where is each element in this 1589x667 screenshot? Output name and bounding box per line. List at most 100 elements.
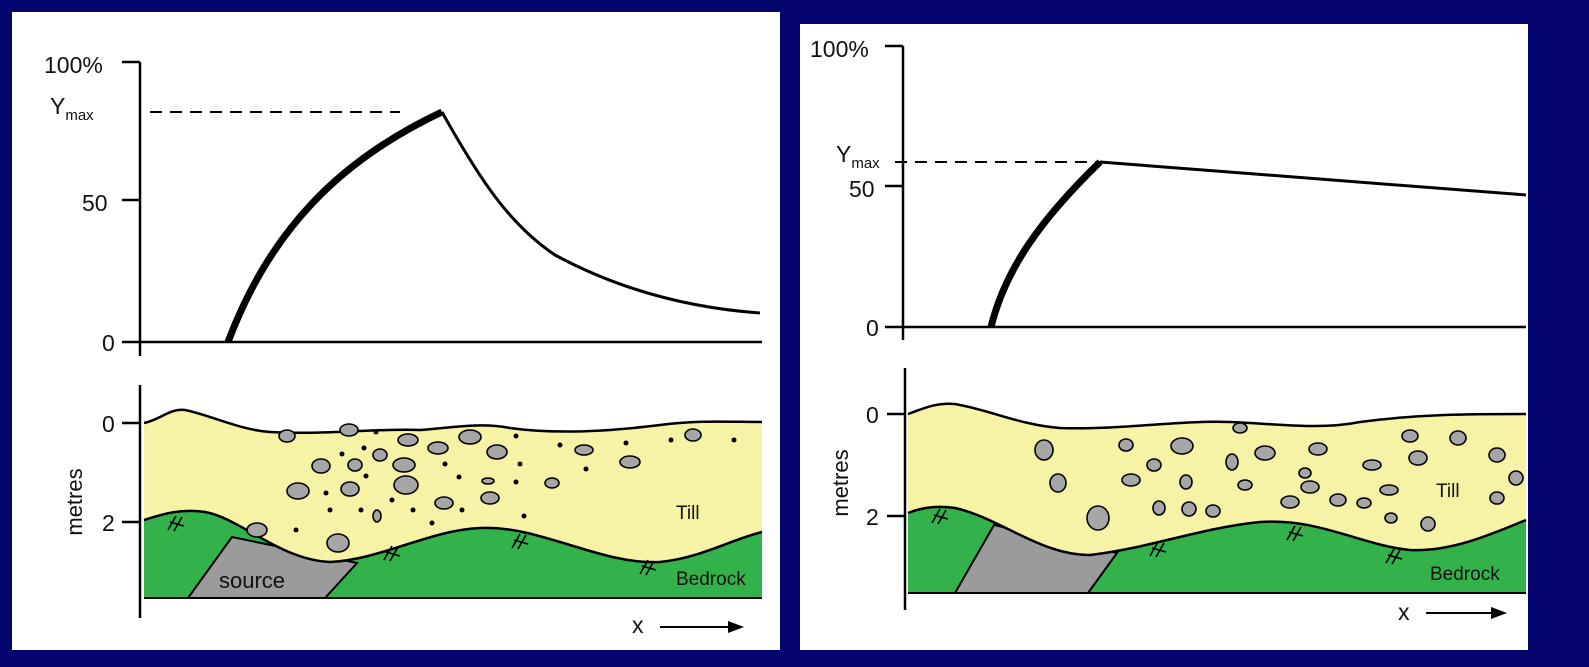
clast bbox=[1401, 429, 1419, 443]
pebble bbox=[513, 479, 519, 485]
clast bbox=[480, 491, 500, 505]
clast bbox=[544, 477, 560, 489]
pebble bbox=[731, 437, 737, 443]
right-panel: 100% 50 0 Ymax 0 2 metres bbox=[800, 24, 1528, 650]
left-clasts bbox=[246, 423, 702, 553]
clast bbox=[1121, 473, 1141, 487]
clast bbox=[1379, 484, 1399, 496]
clast bbox=[1408, 450, 1428, 466]
right-section: 0 2 metres bbox=[828, 368, 1527, 625]
pebble bbox=[583, 466, 589, 472]
clast bbox=[1049, 473, 1067, 493]
clast bbox=[486, 444, 508, 460]
clast bbox=[1086, 505, 1110, 531]
left-pebbles bbox=[293, 429, 737, 533]
clast bbox=[1356, 497, 1372, 509]
clast bbox=[427, 441, 449, 455]
left-tick-label-100: 100% bbox=[44, 52, 103, 78]
left-depth-label-0: 0 bbox=[102, 411, 115, 437]
pebble bbox=[339, 451, 345, 457]
clast bbox=[1508, 470, 1524, 486]
clast bbox=[340, 481, 360, 497]
left-x-label: x bbox=[632, 612, 644, 638]
left-bedrock-label: Bedrock bbox=[676, 569, 746, 590]
clast bbox=[619, 455, 641, 469]
right-bedrock-contact bbox=[907, 505, 1527, 557]
clast bbox=[1225, 453, 1239, 471]
right-till-label: Till bbox=[1436, 481, 1460, 502]
clast bbox=[1280, 495, 1300, 509]
right-depth-label-0: 0 bbox=[866, 402, 879, 428]
pebble bbox=[358, 507, 364, 513]
right-depth-axis-title: metres bbox=[828, 449, 853, 516]
clast bbox=[1232, 422, 1248, 434]
striation bbox=[931, 508, 949, 525]
clast bbox=[311, 458, 331, 474]
right-ymax-label: Ymax bbox=[836, 141, 880, 172]
clast bbox=[326, 533, 350, 553]
pebble bbox=[668, 437, 674, 443]
right-bedrock-label: Bedrock bbox=[1430, 564, 1500, 585]
clast bbox=[1034, 439, 1054, 461]
clast bbox=[1420, 516, 1436, 532]
clast bbox=[1308, 442, 1328, 456]
left-section: 0 2 metres bbox=[62, 385, 763, 638]
clast bbox=[1489, 491, 1505, 505]
clast bbox=[1329, 493, 1347, 507]
striation bbox=[1385, 548, 1403, 565]
right-ground-surface bbox=[907, 402, 1527, 430]
clast bbox=[1300, 480, 1320, 494]
left-panel: 100% 50 0 Ymax 0 2 metres bbox=[12, 12, 780, 650]
clast bbox=[397, 433, 419, 447]
clast bbox=[1118, 438, 1134, 452]
left-ground-surface bbox=[143, 408, 763, 434]
clast bbox=[684, 428, 702, 442]
striation bbox=[1149, 541, 1167, 558]
pebble bbox=[442, 461, 448, 467]
left-decay-curve bbox=[440, 111, 761, 315]
pebble bbox=[521, 513, 527, 519]
left-till-label: Till bbox=[676, 503, 700, 524]
striation bbox=[511, 533, 529, 550]
left-tick-label-0: 0 bbox=[102, 330, 115, 356]
right-tick-label-50: 50 bbox=[849, 176, 875, 202]
clast bbox=[481, 477, 495, 485]
right-graph: 100% 50 0 Ymax bbox=[810, 36, 1527, 341]
right-tick-label-100: 100% bbox=[810, 36, 869, 62]
striation bbox=[639, 559, 657, 576]
clast bbox=[339, 423, 359, 437]
clast bbox=[1488, 447, 1506, 463]
right-rising-curve bbox=[987, 159, 1103, 328]
right-till bbox=[908, 403, 1526, 555]
clast bbox=[1146, 458, 1162, 472]
clast bbox=[372, 509, 382, 523]
left-ymax-label: Ymax bbox=[50, 93, 94, 124]
left-depth-axis-title: metres bbox=[62, 468, 87, 535]
right-striations bbox=[931, 508, 1403, 565]
left-tick-label-50: 50 bbox=[82, 190, 108, 216]
striation bbox=[383, 545, 401, 562]
pebble bbox=[327, 507, 333, 513]
right-plateau-line bbox=[1099, 160, 1527, 197]
striation bbox=[1286, 525, 1304, 542]
pebble bbox=[557, 442, 563, 448]
clast bbox=[574, 444, 594, 456]
clast bbox=[434, 496, 454, 510]
pebble bbox=[323, 490, 329, 496]
clast bbox=[286, 482, 310, 500]
clast bbox=[393, 475, 419, 495]
pebble bbox=[513, 433, 519, 439]
clast bbox=[458, 429, 482, 445]
clast bbox=[278, 429, 296, 443]
clast bbox=[1298, 467, 1312, 479]
striation bbox=[167, 515, 185, 532]
clast bbox=[246, 522, 268, 538]
clast bbox=[1362, 459, 1382, 471]
left-source-label: source bbox=[219, 568, 285, 593]
left-till bbox=[144, 409, 762, 563]
left-striations bbox=[167, 515, 657, 576]
left-depth-label-2: 2 bbox=[102, 510, 115, 536]
clast bbox=[1254, 445, 1276, 461]
